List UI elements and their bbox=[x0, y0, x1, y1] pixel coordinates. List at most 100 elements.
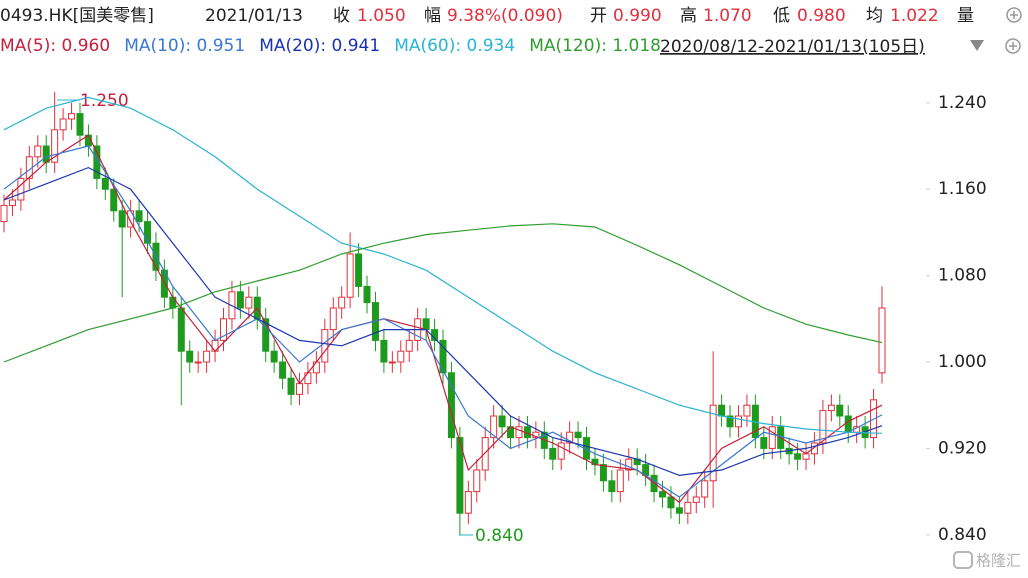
value: 1.022 bbox=[890, 6, 939, 26]
candle-body bbox=[464, 491, 472, 514]
candle-body bbox=[659, 491, 666, 498]
candle-body bbox=[549, 447, 557, 460]
candle-body bbox=[422, 318, 430, 331]
candle-body bbox=[0, 204, 8, 223]
candle-body bbox=[262, 318, 270, 352]
candle-body bbox=[701, 480, 709, 498]
y-tick-label: 1.000 bbox=[938, 352, 987, 372]
close-icon[interactable] bbox=[1006, 7, 1022, 23]
candle-body bbox=[481, 437, 489, 471]
candle-body bbox=[768, 426, 776, 449]
ma-line bbox=[3, 96, 883, 434]
candle-body bbox=[608, 480, 616, 493]
candle-body bbox=[616, 469, 624, 493]
value: 1.070 bbox=[703, 6, 752, 26]
candle-body bbox=[380, 339, 388, 363]
candle-body bbox=[819, 410, 827, 444]
legend: MA(5): 0.960 MA(10): 0.951 MA(20): 0.941 MA… bbox=[0, 36, 661, 56]
ma-line bbox=[3, 223, 883, 363]
candle-body bbox=[312, 361, 320, 374]
candle-body bbox=[844, 415, 852, 433]
legend-entry: MA(20): 0.941 bbox=[259, 36, 380, 56]
candle-body bbox=[836, 404, 844, 417]
candle-body bbox=[625, 458, 633, 471]
candle-body bbox=[734, 415, 742, 428]
y-tick-label: 1.240 bbox=[938, 93, 987, 113]
candle-body bbox=[110, 188, 118, 212]
candle-body bbox=[34, 145, 42, 158]
value: 9.38%(0.090) bbox=[447, 6, 563, 26]
value: 0.990 bbox=[613, 6, 662, 26]
candle-body bbox=[194, 361, 202, 364]
candle-body bbox=[135, 210, 143, 223]
candle-body bbox=[692, 496, 700, 503]
watermark: 格隆汇 bbox=[953, 551, 1021, 570]
candle-body bbox=[51, 129, 59, 163]
label: 开 bbox=[590, 6, 607, 26]
candle-body bbox=[574, 431, 582, 439]
legend-entry: MA(10): 0.951 bbox=[124, 36, 245, 56]
candle-body bbox=[709, 404, 717, 482]
candle-body bbox=[144, 221, 152, 244]
y-tick-label: 1.160 bbox=[938, 179, 987, 199]
candle-body bbox=[338, 296, 346, 309]
candle-body bbox=[17, 177, 25, 201]
legend-entry: MA(120): 1.018 bbox=[529, 36, 661, 56]
label: 幅 bbox=[424, 6, 441, 26]
candle-body bbox=[515, 426, 523, 439]
candle-body bbox=[667, 496, 675, 509]
y-tick-label: 1.080 bbox=[938, 266, 987, 286]
value: 0.980 bbox=[797, 6, 846, 26]
candle-body bbox=[490, 415, 498, 439]
add-icon[interactable] bbox=[1005, 38, 1021, 54]
candle-body bbox=[718, 404, 726, 417]
candle-body bbox=[473, 469, 481, 493]
candle-body bbox=[59, 118, 67, 131]
annotation: 0.840 bbox=[475, 526, 524, 546]
candle-body bbox=[321, 329, 329, 363]
symbol: 0493.HK[国美零售] bbox=[0, 6, 154, 26]
candle-body bbox=[827, 404, 835, 412]
candle-body bbox=[397, 350, 405, 363]
candle-body bbox=[566, 431, 574, 444]
candle-body bbox=[236, 291, 244, 309]
candle-body bbox=[355, 253, 363, 287]
plot bbox=[0, 92, 886, 535]
candle-body bbox=[363, 285, 371, 304]
header: 0493.HK[国美零售] 2021/01/13 收 1.050 幅 9.38%… bbox=[0, 6, 1022, 26]
candle-body bbox=[405, 339, 413, 352]
candle-body bbox=[76, 113, 84, 136]
candle-body bbox=[599, 464, 607, 482]
candle-body bbox=[279, 361, 287, 379]
dropdown-icon[interactable] bbox=[970, 40, 984, 51]
candle-body bbox=[270, 350, 278, 363]
watermark-text: 格隆汇 bbox=[976, 552, 1021, 570]
candle-body bbox=[8, 199, 16, 206]
label: 均 bbox=[866, 6, 883, 26]
candle-body bbox=[498, 415, 506, 428]
candle-body bbox=[388, 361, 396, 364]
legend-entry: MA(60): 0.934 bbox=[394, 36, 515, 56]
candle-body bbox=[329, 307, 337, 331]
candle-body bbox=[794, 453, 802, 460]
label: 收 bbox=[333, 6, 350, 26]
legend-entry: MA(5): 0.960 bbox=[0, 36, 110, 56]
candle-body bbox=[878, 307, 886, 374]
candle-body bbox=[346, 253, 354, 298]
label: 量 bbox=[957, 6, 974, 26]
candle-body bbox=[42, 145, 50, 163]
date-range[interactable]: 2020/08/12-2021/01/13(105日) bbox=[660, 37, 925, 57]
candle-body bbox=[68, 113, 76, 120]
candle-body bbox=[675, 507, 683, 514]
candle-body bbox=[169, 296, 177, 309]
ma-line bbox=[3, 134, 883, 504]
ma-line bbox=[3, 166, 883, 477]
candle-body bbox=[439, 339, 447, 374]
candle-body bbox=[684, 501, 692, 514]
label: 低 bbox=[773, 6, 790, 26]
candle-body bbox=[295, 383, 303, 395]
candle-body bbox=[203, 350, 211, 363]
candle-body bbox=[101, 177, 109, 190]
candle-body bbox=[118, 210, 126, 228]
